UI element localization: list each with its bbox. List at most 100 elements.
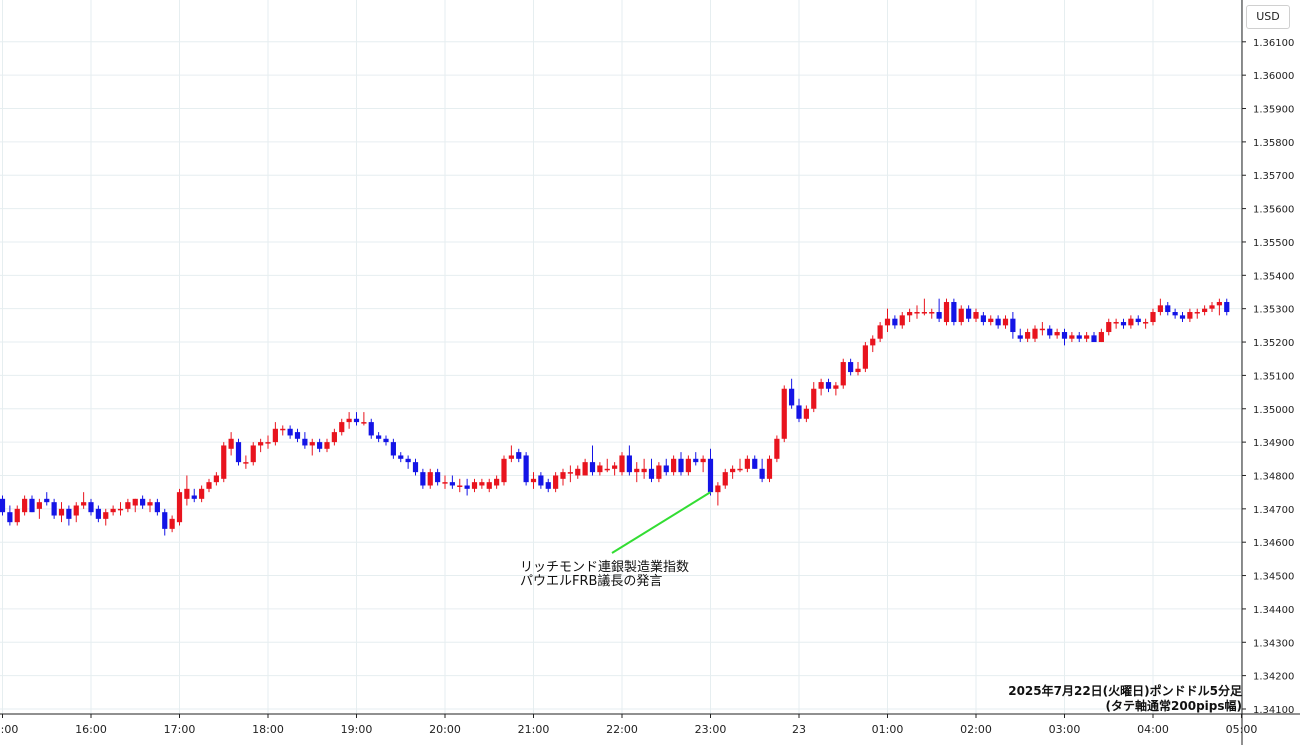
candle-body bbox=[995, 318, 1001, 326]
candle bbox=[774, 435, 780, 463]
candle bbox=[855, 362, 861, 376]
candle bbox=[14, 505, 20, 526]
candle bbox=[892, 315, 898, 329]
candle-body bbox=[1032, 328, 1038, 339]
candle bbox=[884, 308, 891, 333]
candle bbox=[361, 412, 367, 426]
candle bbox=[1202, 305, 1208, 316]
candle bbox=[206, 478, 212, 493]
y-tick-label: 1.34800 bbox=[1253, 471, 1294, 482]
candle bbox=[162, 508, 168, 536]
candle-body bbox=[597, 465, 603, 473]
candle-body bbox=[390, 442, 396, 456]
candle-body bbox=[538, 475, 544, 486]
candle-body bbox=[0, 498, 6, 513]
candle-body bbox=[929, 312, 935, 314]
x-tick-label: 23:00 bbox=[695, 723, 727, 736]
candle-body bbox=[619, 455, 625, 473]
candle-body bbox=[1209, 305, 1215, 309]
candle bbox=[309, 438, 315, 456]
candle bbox=[980, 312, 986, 326]
x-tick-label: 16:00 bbox=[75, 723, 107, 736]
candle bbox=[870, 335, 876, 353]
candle bbox=[103, 508, 109, 526]
candle-body bbox=[833, 385, 839, 389]
candle-body bbox=[1179, 315, 1186, 319]
candle-body bbox=[707, 458, 714, 493]
candle-body bbox=[796, 405, 802, 419]
y-tick-label: 1.34700 bbox=[1253, 505, 1294, 516]
candle bbox=[1098, 328, 1104, 343]
currency-label[interactable]: USD bbox=[1246, 5, 1290, 29]
candle bbox=[1224, 298, 1230, 316]
candle-body bbox=[508, 455, 514, 459]
candle bbox=[958, 305, 964, 326]
x-tick-label: 03:00 bbox=[1049, 723, 1081, 736]
candle bbox=[1039, 322, 1045, 336]
candle-body bbox=[818, 382, 824, 389]
candle bbox=[545, 478, 551, 493]
candle bbox=[368, 418, 374, 439]
candle bbox=[1120, 318, 1127, 329]
candle-body bbox=[280, 428, 286, 431]
candle bbox=[390, 438, 396, 459]
candle bbox=[501, 455, 507, 486]
x-tick-label: 19:00 bbox=[341, 723, 373, 736]
candle-body bbox=[287, 428, 293, 436]
candle-body bbox=[656, 465, 662, 479]
candle bbox=[914, 305, 920, 319]
candle bbox=[781, 385, 787, 443]
candle-body bbox=[1202, 308, 1208, 313]
candle-body bbox=[774, 438, 780, 459]
y-tick-label: 1.35100 bbox=[1253, 371, 1294, 382]
x-tick-label: 04:00 bbox=[1137, 723, 1169, 736]
candle bbox=[154, 498, 160, 516]
candle bbox=[988, 315, 994, 326]
annotation-label-line1: リッチモンド連銀製造業指数 bbox=[520, 559, 689, 575]
candle-body bbox=[88, 502, 94, 513]
candle-body bbox=[1054, 332, 1060, 336]
candle-body bbox=[840, 362, 846, 386]
candle-body bbox=[29, 498, 35, 513]
candle-body bbox=[14, 508, 20, 523]
candle bbox=[899, 312, 905, 329]
candle-body bbox=[693, 458, 699, 463]
candle bbox=[250, 442, 256, 466]
candle-body bbox=[612, 465, 618, 469]
candle-body bbox=[715, 485, 721, 493]
candle-body bbox=[759, 468, 765, 479]
candle bbox=[759, 458, 765, 483]
candle bbox=[508, 445, 514, 463]
candle-body bbox=[1143, 322, 1149, 324]
candle bbox=[1061, 328, 1068, 346]
candle bbox=[921, 298, 927, 316]
candle-body bbox=[294, 432, 301, 439]
candle-body bbox=[641, 468, 647, 473]
candle-body bbox=[958, 308, 964, 323]
candle bbox=[494, 475, 500, 489]
candle-body bbox=[110, 508, 116, 513]
candle bbox=[353, 412, 360, 426]
candle bbox=[1209, 302, 1215, 313]
candle bbox=[44, 492, 50, 506]
candle bbox=[737, 458, 743, 473]
candle bbox=[973, 308, 979, 323]
candle-body bbox=[479, 482, 485, 486]
candle bbox=[0, 495, 6, 516]
candle-body bbox=[95, 508, 101, 519]
candle-body bbox=[855, 368, 861, 373]
candle-body bbox=[103, 512, 109, 519]
candle bbox=[51, 498, 57, 519]
candle-body bbox=[427, 472, 433, 486]
candle-body bbox=[722, 472, 728, 486]
candle bbox=[73, 502, 79, 523]
candle bbox=[553, 472, 559, 493]
y-tick-label: 1.35000 bbox=[1253, 405, 1294, 416]
candle-body bbox=[339, 422, 345, 433]
candle-body bbox=[781, 388, 787, 439]
candle-body bbox=[184, 488, 190, 499]
y-tick-label: 1.35500 bbox=[1253, 238, 1294, 249]
candle-body bbox=[523, 455, 529, 483]
candle bbox=[258, 438, 264, 453]
x-tick-label: 23 bbox=[792, 723, 806, 736]
